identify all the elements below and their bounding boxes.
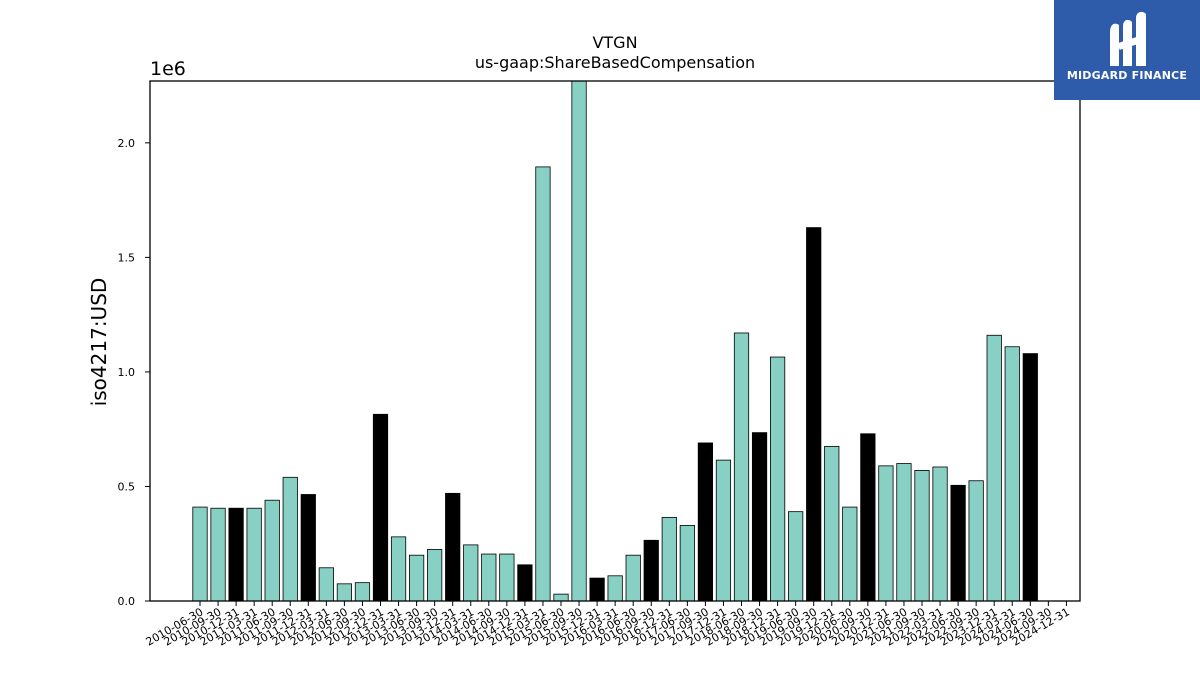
bar (246, 507, 262, 602)
bar (264, 499, 280, 602)
bar (336, 583, 353, 602)
bar (715, 459, 732, 602)
chart-title: VTGN (592, 33, 637, 52)
midgard-logo-icon (1110, 11, 1146, 66)
bar (427, 549, 443, 602)
bar (986, 334, 1002, 602)
y-tick-label: 0.5 (118, 480, 136, 493)
x-axis: 2010-06-302010-09-302010-12-312011-03-31… (144, 601, 1072, 649)
bar (896, 463, 912, 602)
bar (679, 525, 695, 602)
bar (806, 227, 822, 602)
chart-subtitle: us-gaap:ShareBasedCompensation (475, 53, 755, 72)
bar (517, 564, 533, 602)
y-tick-label: 1.0 (118, 366, 136, 379)
bar (318, 567, 334, 602)
y-axis-label: iso4217:USD (87, 278, 111, 407)
y-axis: 0.0 0.5 1.0 1.5 2.0 (118, 137, 150, 608)
bar (463, 544, 479, 602)
bar (950, 484, 966, 602)
logo-text: MIDGARD FINANCE (1066, 69, 1188, 82)
bar (499, 553, 515, 602)
bar (481, 553, 497, 602)
y-offset-label: 1e6 (150, 58, 186, 80)
bar (842, 506, 858, 602)
title-group: VTGN us-gaap:ShareBasedCompensation (475, 33, 755, 72)
bar (390, 536, 407, 602)
bar (968, 480, 984, 602)
bar (372, 413, 389, 602)
bar (788, 511, 804, 602)
y-tick-label: 0.0 (118, 595, 136, 608)
bar (535, 166, 551, 602)
bar (770, 356, 786, 602)
bar (192, 506, 208, 602)
bar (553, 593, 569, 602)
bar (914, 470, 930, 602)
bar (1022, 353, 1038, 602)
bar (1004, 346, 1020, 602)
bar (300, 494, 316, 602)
y-tick-label: 2.0 (118, 137, 136, 150)
bar (625, 554, 641, 602)
bar (661, 516, 677, 602)
bar (932, 466, 948, 602)
bar (643, 539, 659, 602)
bar (589, 577, 605, 602)
y-tick-label: 1.5 (118, 251, 136, 264)
bar (824, 445, 840, 602)
bar (733, 332, 750, 602)
plot-frame (149, 80, 1081, 602)
bar (228, 507, 244, 602)
bar (878, 465, 894, 602)
bar (282, 476, 298, 602)
bar (751, 432, 768, 602)
bar (445, 492, 461, 602)
bar (571, 80, 587, 602)
bar (607, 575, 623, 602)
bars-group (192, 80, 1038, 602)
bar (408, 554, 425, 602)
bar (354, 582, 371, 602)
brand-logo: MIDGARD FINANCE (1054, 0, 1200, 100)
bar (210, 507, 226, 602)
bar (860, 433, 876, 602)
bar (697, 442, 714, 602)
